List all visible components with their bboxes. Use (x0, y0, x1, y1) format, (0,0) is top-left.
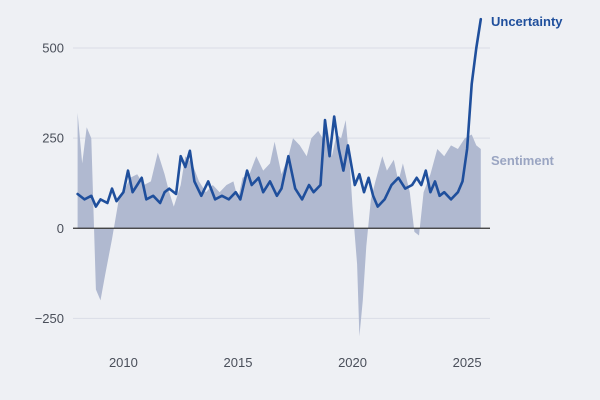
y-tick-label: 500 (42, 41, 64, 56)
gridlines (73, 47, 490, 319)
sentiment-area-path (77, 112, 481, 337)
uncertainty-line-path (76, 17, 483, 208)
y-tick-label: −250 (35, 311, 64, 326)
x-tick-label: 2025 (453, 355, 482, 370)
x-axis-tick-labels: 2010 2015 2020 2025 (109, 355, 482, 370)
uncertainty-line (76, 17, 483, 208)
uncertainty-series-label: Uncertainty (491, 14, 563, 29)
sentiment-area (77, 112, 481, 337)
sentiment-series-label: Sentiment (491, 153, 555, 168)
x-tick-label: 2010 (109, 355, 138, 370)
series-labels: Uncertainty Sentiment (491, 14, 563, 168)
y-tick-label: 0 (57, 221, 64, 236)
y-axis-tick-labels: −250 0 250 500 (35, 41, 64, 326)
y-tick-label: 250 (42, 131, 64, 146)
x-tick-label: 2020 (338, 355, 367, 370)
x-tick-label: 2015 (224, 355, 253, 370)
